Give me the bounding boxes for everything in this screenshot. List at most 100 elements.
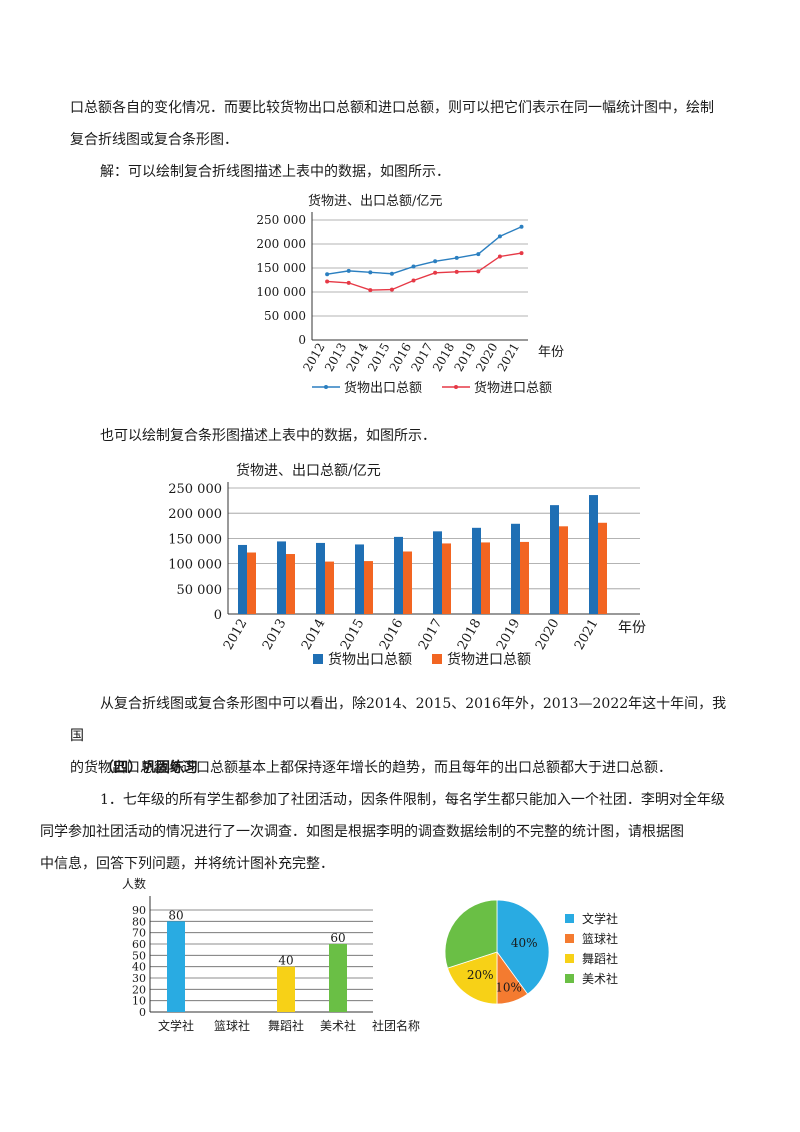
y-tick-label: 250 000: [168, 482, 222, 497]
data-point: [476, 269, 481, 274]
x-axis-label: 年份: [618, 620, 646, 636]
bar: [559, 526, 568, 614]
bar: [520, 541, 529, 614]
y-tick-label: 100 000: [168, 558, 222, 573]
text-line: 同学参加社团活动的情况进行了一次调查．如图是根据李明的调查数据绘制的不完整的统计…: [40, 824, 684, 840]
x-tick-label: 2015: [338, 617, 368, 653]
bar: [329, 944, 347, 1012]
text-line: 中信息，回答下列问题，并将统计图补充完整．: [40, 856, 334, 872]
legend-label: 文学社: [582, 911, 618, 926]
y-tick-label: 30: [132, 972, 146, 985]
paragraph-conclusion: 从复合折线图或复合条形图中可以看出，除2014、2015、2016年外，2013…: [70, 688, 730, 784]
text-line: 的货物出口总额与进口总额基本上都保持逐年增长的趋势，而且每年的出口总额都大于进口…: [70, 760, 672, 776]
legend-label: 美术社: [582, 971, 618, 986]
paragraph-bar-intro: 也可以绘制复合条形图描述上表中的数据，如图所示．: [100, 428, 436, 444]
bar: [286, 554, 295, 614]
bar: [403, 551, 412, 614]
y-axis-label: 人数: [122, 876, 146, 891]
bar: [511, 523, 520, 614]
bar: [167, 921, 185, 1012]
y-tick-label: 60: [132, 938, 146, 951]
y-tick-label: 200 000: [168, 507, 222, 522]
data-point: [325, 279, 330, 284]
slice-label: 20%: [467, 968, 494, 982]
bar: [238, 544, 247, 614]
bar: [364, 561, 373, 614]
bar-chart: 货物进、出口总额/亿元 0 50 000 100 000 150 000 200 000 2…: [168, 462, 646, 668]
club-bar-chart: 人数0102030405060708090 80文学社 篮球社40舞蹈社60美术社社…: [122, 876, 420, 1033]
y-tick-label: 90: [132, 904, 146, 917]
pie-slice: [447, 951, 498, 1005]
bar: [550, 505, 559, 614]
bar: [394, 536, 403, 614]
text-line: 1．七年级的所有学生都参加了社团活动，因条件限制，每名学生都只能加入一个社团．李…: [100, 792, 725, 808]
data-label: 80: [168, 908, 183, 922]
legend-label: 货物进口总额: [447, 651, 531, 668]
x-tick-label: 2021: [572, 617, 602, 653]
pie-slice: [496, 899, 550, 995]
series-line: [327, 252, 522, 291]
exercise-question: 1．七年级的所有学生都参加了社团活动，因条件限制，每名学生都只能加入一个社团．李…: [40, 784, 730, 880]
x-tick-label: 2019: [494, 617, 524, 653]
legend-swatch: [565, 974, 574, 983]
legend-swatch: [565, 954, 574, 963]
data-point: [433, 270, 438, 275]
data-point: [325, 272, 330, 277]
legend-marker: [324, 385, 328, 389]
data-point: [497, 254, 502, 259]
bar: [472, 527, 481, 614]
data-point: [519, 251, 524, 256]
y-tick-label: 50 000: [177, 583, 223, 598]
bar: [277, 966, 295, 1012]
data-point: [497, 234, 502, 239]
y-tick-label: 150 000: [168, 532, 222, 547]
x-axis-label: 年份: [538, 345, 564, 360]
y-tick-label: 80: [132, 915, 146, 928]
legend-swatch: [432, 654, 442, 664]
data-point: [433, 259, 438, 264]
y-tick-label: 40: [132, 961, 146, 974]
x-tick-label: 2020: [533, 617, 563, 653]
x-tick-label: 2017: [416, 617, 446, 653]
x-tick-label: 美术社: [320, 1018, 356, 1033]
data-point: [389, 287, 394, 292]
y-tick-label: 100 000: [256, 285, 306, 299]
x-tick-label: 2013: [260, 617, 290, 653]
data-point: [454, 269, 459, 274]
bar: [433, 531, 442, 614]
y-tick-label: 250 000: [256, 213, 306, 227]
y-axis-label: 货物进、出口总额/亿元: [308, 193, 442, 209]
x-tick-label: 篮球社: [214, 1018, 250, 1033]
pie-slice: [444, 899, 498, 969]
x-axis-label: 社团名称: [372, 1018, 420, 1033]
data-point: [476, 252, 481, 257]
bar: [277, 541, 286, 614]
data-label: 60: [330, 931, 345, 945]
x-tick-label: 文学社: [158, 1018, 194, 1033]
y-tick-label: 0: [298, 333, 306, 347]
legend-swatch: [313, 654, 323, 664]
slice-label: 40%: [511, 936, 538, 950]
data-point: [389, 271, 394, 276]
bar: [481, 542, 490, 614]
x-tick-label: 2016: [377, 617, 407, 653]
data-point: [411, 264, 416, 269]
x-tick-label: 舞蹈社: [268, 1018, 304, 1033]
y-tick-label: 50: [132, 949, 146, 962]
legend-swatch: [565, 914, 574, 923]
data-point: [519, 224, 524, 229]
section-heading: （四）巩固练习: [100, 760, 198, 776]
legend-label: 货物出口总额: [344, 380, 422, 396]
paragraph-solution: 解：可以绘制复合折线图描述上表中的数据，如图所示．: [100, 164, 450, 180]
bar: [325, 561, 334, 614]
y-tick-label: 0: [214, 608, 222, 623]
bar: [598, 522, 607, 614]
legend-label: 货物进口总额: [474, 380, 552, 396]
y-tick-label: 150 000: [256, 261, 306, 275]
data-label: 40: [278, 954, 293, 968]
data-point: [411, 278, 416, 283]
data-point: [454, 255, 459, 260]
y-tick-label: 50 000: [264, 309, 306, 323]
data-point: [346, 280, 351, 285]
legend-swatch: [565, 934, 574, 943]
